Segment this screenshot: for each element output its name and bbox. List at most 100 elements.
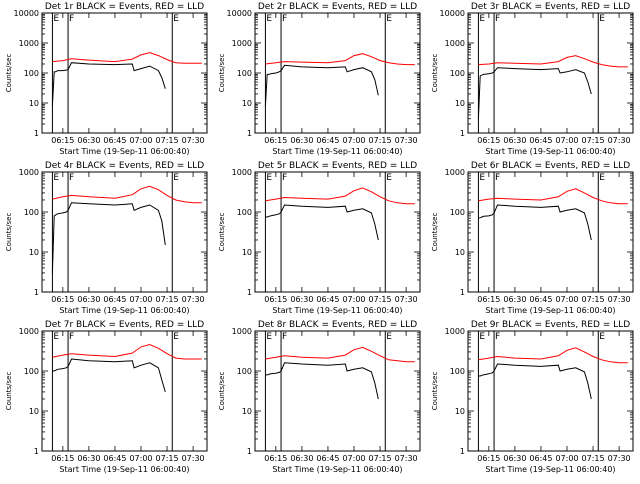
events-series-line	[52, 358, 166, 393]
event-marker-label: E	[53, 332, 59, 342]
x-tick-label: 07:30	[182, 295, 205, 304]
x-axis-label: Start Time (19-Sep-11 06:00:40)	[272, 306, 402, 315]
y-axis-label: Counts/sec	[5, 54, 13, 93]
y-tick-label: 1	[34, 129, 39, 138]
x-tick-label: 07:00	[129, 295, 152, 304]
y-tick-label: 100	[450, 69, 465, 78]
x-tick-label: 06:30	[290, 295, 313, 304]
event-marker-label: F	[69, 173, 74, 183]
event-marker-label: E	[599, 332, 605, 342]
y-axis-label: Counts/sec	[5, 213, 13, 252]
y-tick-label: 1	[34, 288, 39, 297]
detector-panel: Det 6r BLACK = Events, RED = LLD Counts/s…	[431, 161, 634, 315]
y-tick-label: 1	[34, 447, 39, 456]
y-tick-label: 100	[450, 208, 465, 217]
x-tick-label: 07:15	[369, 136, 392, 145]
x-tick-label: 06:45	[316, 136, 339, 145]
y-axis-label: Counts/sec	[218, 372, 226, 411]
detector-panel: Det 1r BLACK = Events, RED = LLD Counts/s…	[5, 2, 208, 156]
x-tick-label: 06:45	[103, 136, 126, 145]
x-tick-label: 06:15	[51, 454, 74, 463]
x-tick-label: 06:30	[503, 454, 526, 463]
event-marker-label: E	[266, 332, 272, 342]
event-marker-label: E	[386, 173, 392, 183]
y-tick-label: 1000	[19, 39, 39, 48]
y-tick-label: 1000	[445, 168, 465, 177]
x-tick-label: 07:15	[156, 454, 179, 463]
x-tick-label: 07:30	[608, 295, 631, 304]
y-tick-label: 10	[242, 99, 252, 108]
y-axis-label: Counts/sec	[431, 372, 439, 411]
plot-frame	[467, 330, 634, 452]
x-tick-label: 06:15	[51, 136, 74, 145]
x-tick-label: 07:30	[182, 454, 205, 463]
y-tick-label: 10000	[227, 9, 252, 18]
plot-frame	[41, 330, 208, 452]
x-tick-label: 06:15	[477, 295, 500, 304]
y-tick-label: 100	[24, 208, 39, 217]
panel-title: Det 6r BLACK = Events, RED = LLD	[471, 161, 630, 171]
y-tick-label: 10	[455, 248, 465, 257]
y-tick-label: 1000	[232, 168, 252, 177]
event-marker-label: E	[599, 14, 605, 24]
event-marker-label: E	[266, 14, 272, 24]
event-marker-label: F	[282, 173, 287, 183]
x-axis-label: Start Time (19-Sep-11 06:00:40)	[485, 306, 615, 315]
plot-frame	[467, 12, 634, 134]
lld-series-line	[478, 188, 628, 205]
x-tick-label: 07:15	[582, 295, 605, 304]
x-tick-label: 07:00	[342, 295, 365, 304]
x-tick-label: 07:30	[395, 136, 418, 145]
plot-frame	[254, 330, 421, 452]
x-tick-label: 07:00	[555, 136, 578, 145]
event-marker-label: E	[479, 332, 485, 342]
x-tick-label: 06:30	[77, 136, 100, 145]
lld-series-line	[478, 347, 628, 364]
x-tick-label: 06:15	[477, 454, 500, 463]
y-tick-label: 10	[242, 248, 252, 257]
y-tick-label: 1000	[232, 327, 252, 336]
x-tick-label: 06:30	[77, 295, 100, 304]
y-tick-label: 1000	[445, 327, 465, 336]
x-tick-label: 06:45	[529, 295, 552, 304]
plot-frame	[467, 171, 634, 293]
x-tick-label: 07:30	[395, 454, 418, 463]
events-series-line	[478, 363, 592, 400]
y-axis-label: Counts/sec	[218, 54, 226, 93]
x-axis-label: Start Time (19-Sep-11 06:00:40)	[59, 465, 189, 474]
y-tick-label: 1	[247, 288, 252, 297]
y-tick-label: 100	[24, 69, 39, 78]
plot-frame	[254, 171, 421, 293]
x-tick-label: 06:45	[529, 136, 552, 145]
y-tick-label: 100	[237, 367, 252, 376]
x-tick-label: 06:45	[316, 295, 339, 304]
y-axis-label: Counts/sec	[431, 54, 439, 93]
y-axis-label: Counts/sec	[431, 213, 439, 252]
x-tick-label: 06:30	[77, 454, 100, 463]
x-tick-label: 07:30	[182, 136, 205, 145]
y-tick-label: 100	[237, 208, 252, 217]
x-tick-label: 07:15	[369, 295, 392, 304]
x-tick-label: 07:15	[156, 295, 179, 304]
event-marker-label: E	[386, 14, 392, 24]
lld-series-line	[52, 185, 202, 204]
detector-panel: Det 7r BLACK = Events, RED = LLD Counts/s…	[5, 320, 208, 474]
y-tick-label: 1	[247, 447, 252, 456]
plot-frame	[41, 12, 208, 134]
panel-title: Det 1r BLACK = Events, RED = LLD	[45, 2, 204, 12]
events-series-line	[265, 362, 379, 400]
event-marker-label: F	[282, 14, 287, 24]
x-tick-label: 06:30	[290, 136, 313, 145]
x-tick-label: 07:30	[608, 454, 631, 463]
y-tick-label: 10	[29, 248, 39, 257]
y-tick-label: 10	[455, 99, 465, 108]
event-marker-label: F	[282, 332, 287, 342]
lld-series-line	[265, 187, 415, 205]
events-series-line	[477, 67, 592, 119]
y-tick-label: 100	[237, 69, 252, 78]
x-tick-label: 07:00	[342, 136, 365, 145]
panel-title: Det 5r BLACK = Events, RED = LLD	[258, 161, 417, 171]
events-series-line	[265, 204, 379, 241]
y-tick-label: 1000	[19, 327, 39, 336]
